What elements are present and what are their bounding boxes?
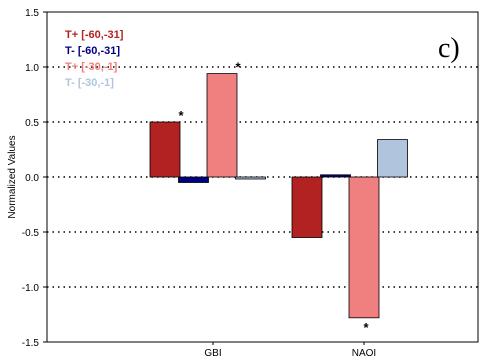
bar (377, 139, 408, 178)
bar (291, 176, 323, 238)
legend-entry: T+ [-60,-31] (65, 29, 124, 41)
legend-entry: T- [-60,-31] (65, 45, 120, 57)
y-tick-label: -1.0 (22, 283, 40, 294)
significance-star: * (178, 108, 184, 123)
bar (206, 73, 238, 178)
significance-markers: * * * (178, 60, 369, 335)
bar (178, 176, 209, 183)
bars (149, 73, 408, 319)
y-tick-label: 0.0 (25, 173, 39, 184)
bar (235, 176, 266, 180)
y-tick-label: 1.5 (25, 8, 39, 19)
y-tick-label: -0.5 (22, 228, 40, 239)
x-axis-ticks: GBI NAOI (204, 342, 376, 359)
bar (348, 176, 380, 319)
legend-entry: T- [-30,-1] (65, 77, 114, 89)
significance-star: * (363, 320, 369, 335)
y-axis-label: Normalized Values (7, 135, 18, 218)
bar (149, 121, 181, 178)
y-tick-label: 0.5 (25, 118, 39, 129)
bar (320, 174, 351, 178)
x-tick-label: NAOI (352, 348, 376, 359)
legend-entry: T+ [-30,-1] (65, 61, 118, 73)
y-tick-label: 1.0 (25, 63, 39, 74)
panel-label: c) (438, 33, 460, 64)
y-tick-label: -1.5 (22, 338, 40, 349)
y-axis-ticks: 1.5 1.0 0.5 0.0 -0.5 -1.0 -1.5 (22, 8, 47, 349)
x-tick-label: GBI (204, 348, 221, 359)
legend: T+ [-60,-31] T- [-60,-31] T+ [-30,-1] T- [-… (65, 29, 124, 89)
significance-star: * (235, 60, 241, 75)
